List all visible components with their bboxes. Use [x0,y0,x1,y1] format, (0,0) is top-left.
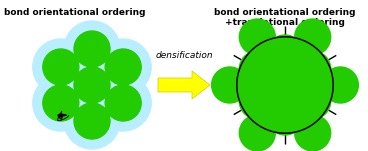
Circle shape [64,93,120,149]
Circle shape [295,19,331,55]
FancyArrow shape [158,71,210,99]
Circle shape [239,115,275,151]
Text: densification: densification [155,51,213,60]
Circle shape [295,115,331,151]
Circle shape [64,21,120,77]
Text: bond orientational ordering
+translational ordering: bond orientational ordering +translation… [214,8,356,27]
Circle shape [74,67,110,103]
Circle shape [322,67,358,103]
Circle shape [212,67,248,103]
Circle shape [239,19,275,55]
Circle shape [239,83,275,119]
Circle shape [43,85,79,121]
Circle shape [95,39,151,95]
Circle shape [295,51,331,87]
Circle shape [74,31,110,67]
Circle shape [267,99,303,135]
Circle shape [74,103,110,139]
Circle shape [267,67,303,103]
Circle shape [267,35,303,71]
Circle shape [33,75,89,131]
Circle shape [105,49,141,85]
Circle shape [33,39,89,95]
Circle shape [295,83,331,119]
Circle shape [64,57,120,113]
Circle shape [105,85,141,121]
Circle shape [95,75,151,131]
Text: bond orientational ordering: bond orientational ordering [4,8,146,17]
Circle shape [239,51,275,87]
Circle shape [43,49,79,85]
